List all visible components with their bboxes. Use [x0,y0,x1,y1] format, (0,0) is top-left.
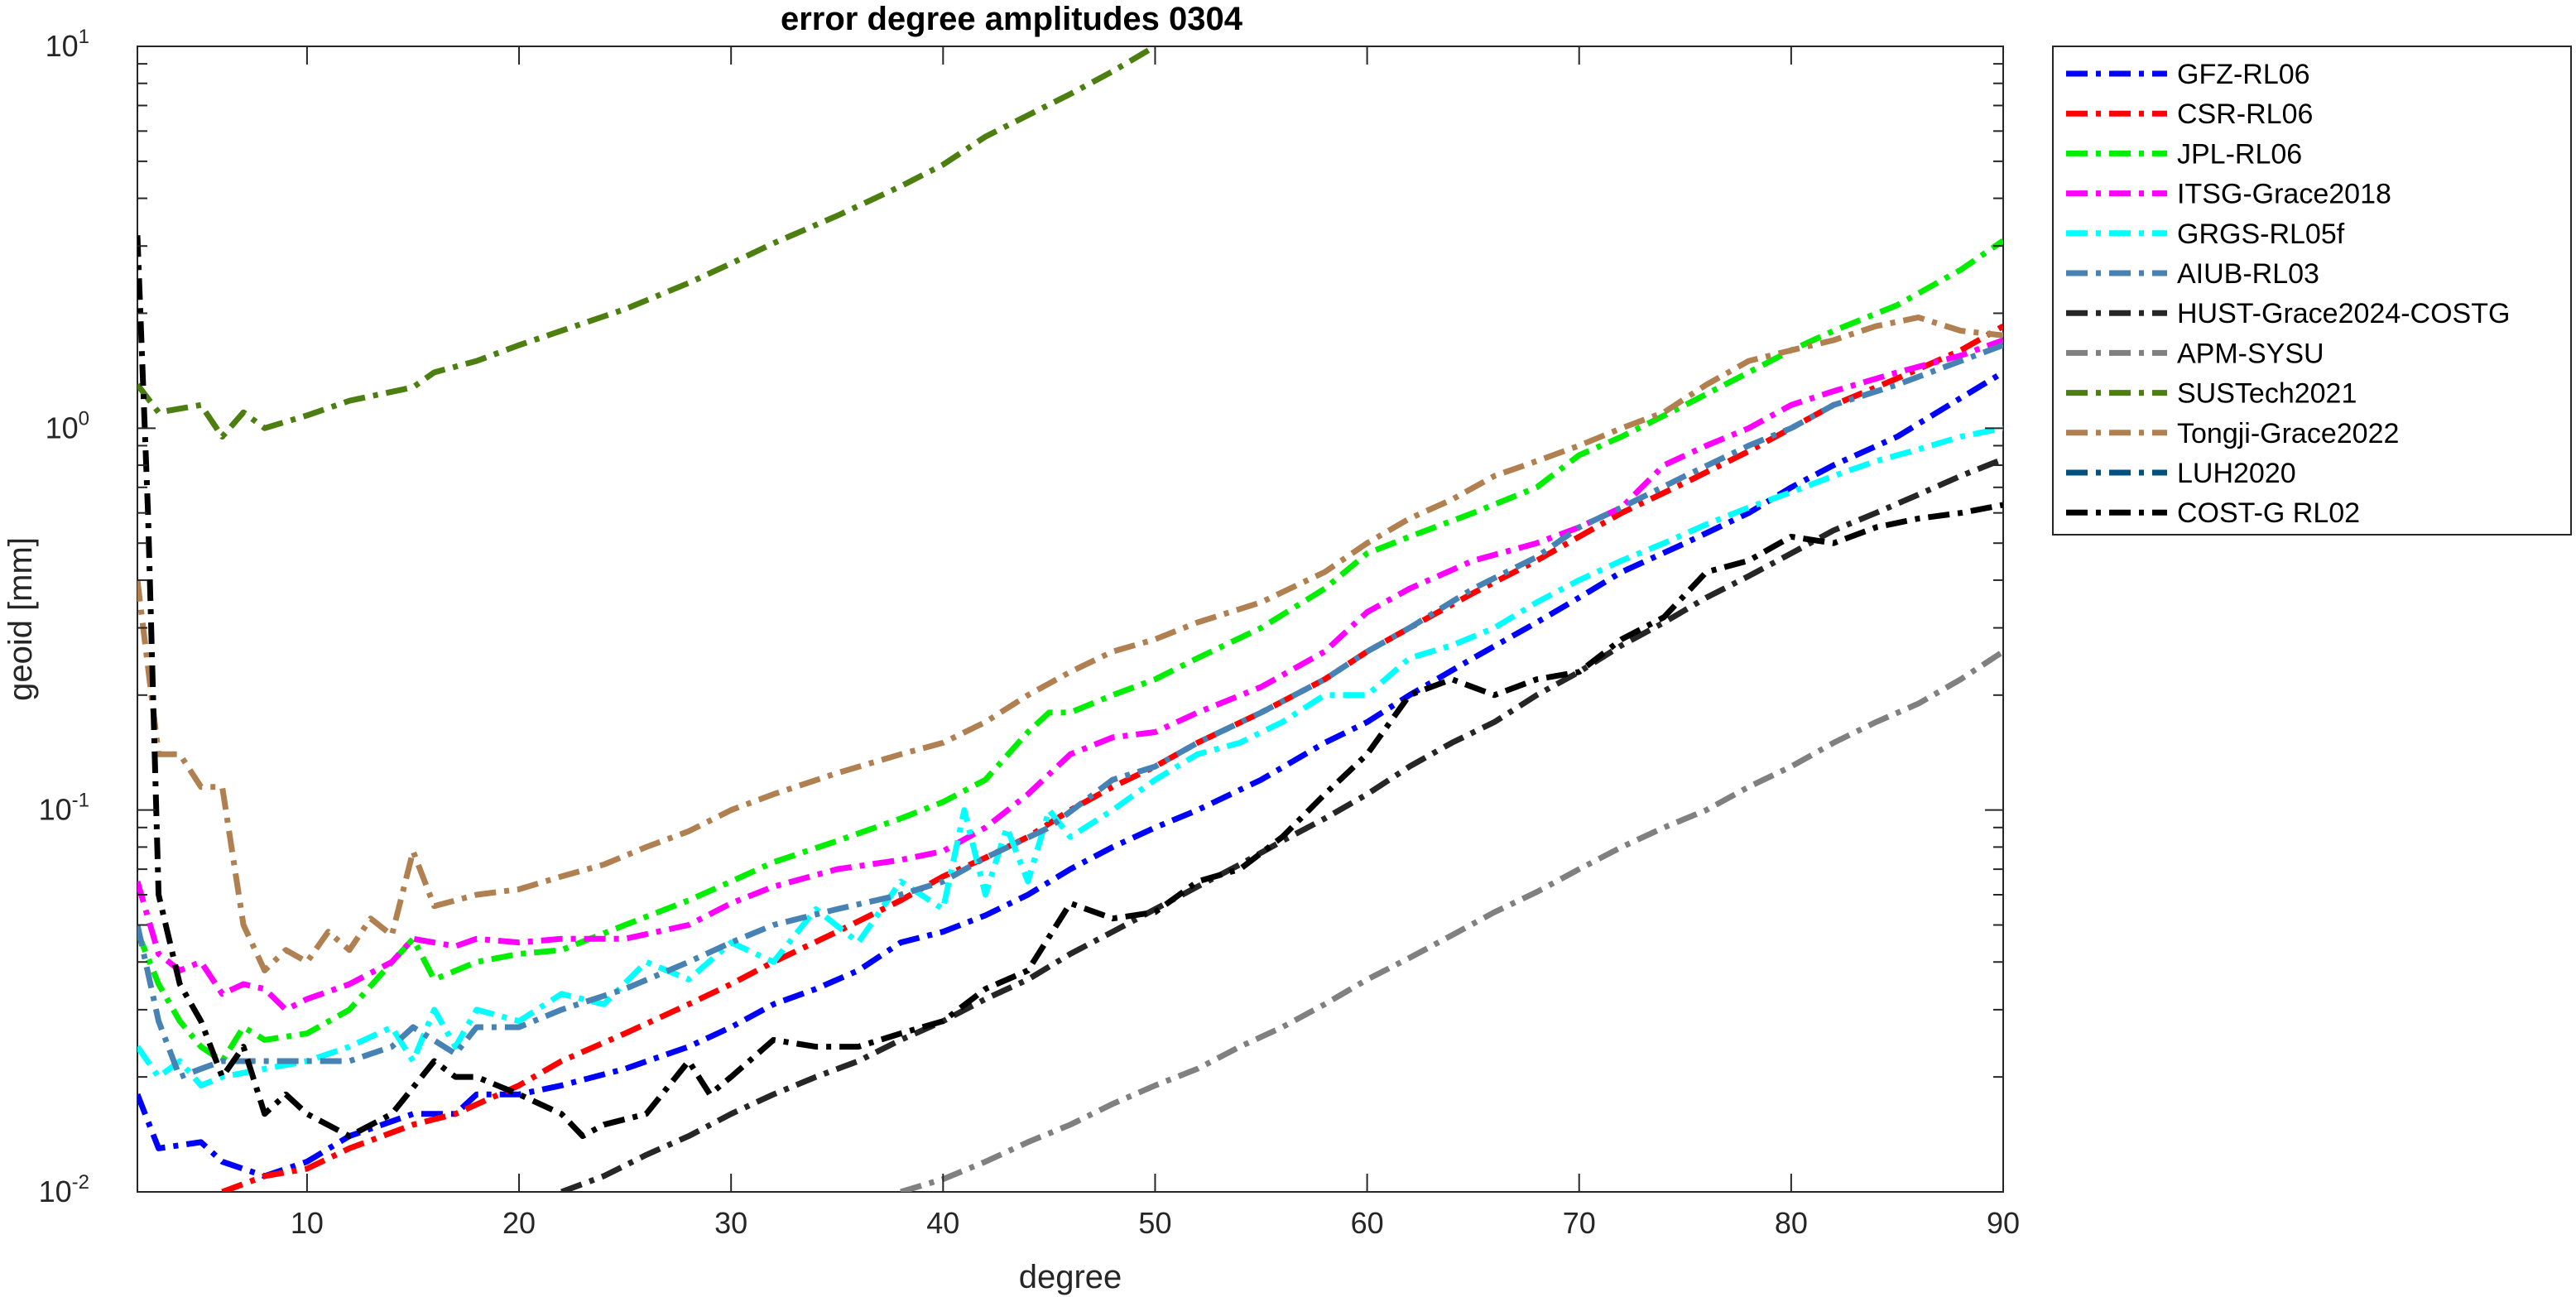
y-tick-base: 10 [46,411,79,444]
y-tick-label: 101 [46,26,89,63]
legend-box [2052,46,2572,536]
series-layer [137,46,2003,1192]
y-axis-label: geoid [mm] [2,537,39,701]
legend-label-6: HUST-Grace2024-COSTG [2177,298,2510,329]
legend-label-5: AIUB-RL03 [2177,258,2319,290]
y-tick-exponent: -1 [72,790,89,812]
legend-label-1: CSR-RL06 [2177,98,2313,130]
x-tick-label: 90 [1987,1206,2020,1240]
x-tick-label: 80 [1775,1206,1808,1240]
series-line-0 [137,369,2003,1179]
y-tick-exponent: 1 [79,26,89,48]
x-tick-label: 70 [1563,1206,1596,1240]
series-line-8 [137,46,1157,440]
x-tick-label: 50 [1138,1206,1171,1240]
x-tick-label: 60 [1351,1206,1384,1240]
x-tick-label: 30 [714,1206,747,1240]
y-tick-base: 10 [39,793,72,827]
y-tick-base: 10 [46,29,79,63]
y-tick-label: 10-1 [39,790,89,827]
legend-label-7: APM-SYSU [2177,338,2324,369]
legend-label-4: GRGS-RL05f [2177,219,2345,250]
y-tick-base: 10 [39,1175,72,1208]
legend: GFZ-RL06 CSR-RL06 JPL-RL06 ITSG-Grace2018 GR… [2052,46,2572,536]
y-tick-exponent: -2 [72,1171,89,1194]
legend-label-8: SUSTech2021 [2177,378,2357,410]
series-line-11 [137,235,2003,1140]
y-tick-label: 10-2 [39,1171,89,1208]
y-tick-exponent: 0 [79,407,89,430]
y-tick-label: 100 [46,407,89,444]
series-line-2 [137,238,2003,1064]
x-tick-label: 40 [926,1206,959,1240]
series-line-6 [560,456,2003,1192]
series-line-9 [137,315,2003,973]
legend-label-0: GFZ-RL06 [2177,59,2310,90]
series-line-5 [137,342,2003,1080]
x-axis-label: degree [1019,1259,1122,1295]
legend-label-11: COST-G RL02 [2177,497,2360,529]
plot-area [137,46,2004,1193]
series-line-7 [900,649,2003,1192]
x-tick-label: 20 [502,1206,536,1240]
x-tick-label: 10 [291,1206,324,1240]
legend-label-2: JPL-RL06 [2177,138,2302,170]
legend-label-10: LUH2020 [2177,458,2296,489]
chart-title: error degree amplitudes 0304 [781,1,1243,37]
legend-label-9: Tongji-Grace2022 [2177,418,2399,449]
series-line-4 [137,425,2003,1088]
legend-label-3: ITSG-Grace2018 [2177,179,2391,210]
series-line-3 [137,337,2003,1013]
